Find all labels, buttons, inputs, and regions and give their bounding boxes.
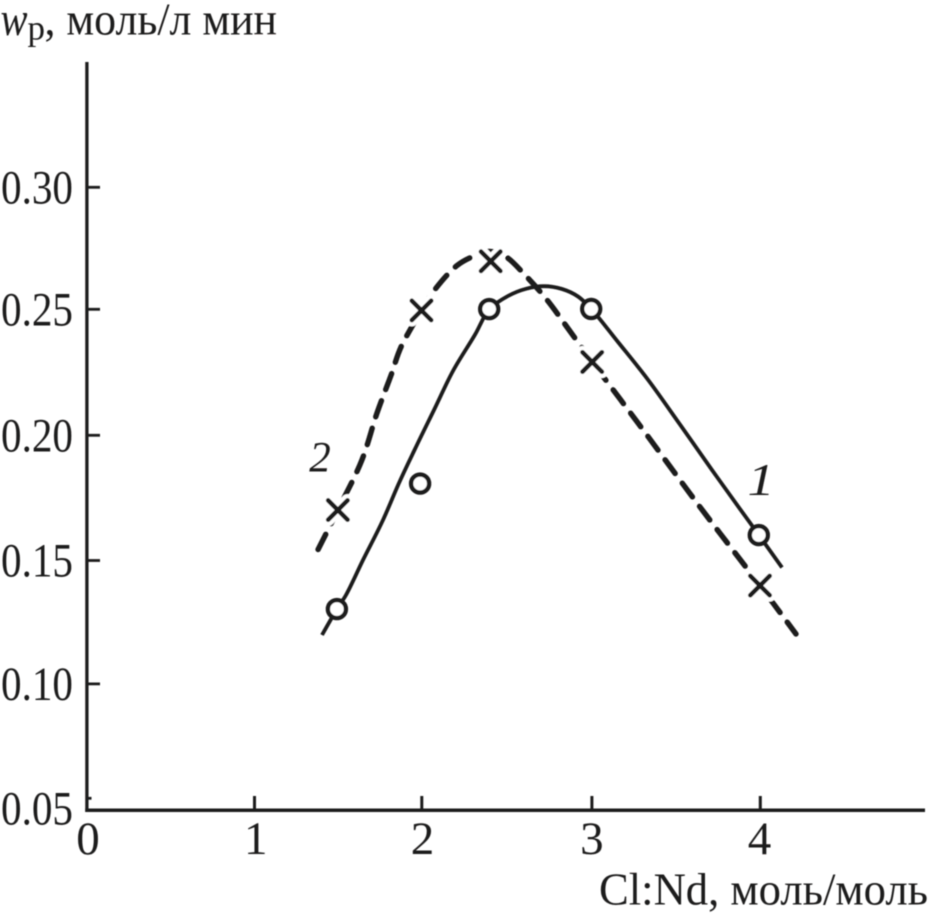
svg-text:3: 3 [580, 813, 604, 865]
svg-text:1: 1 [748, 455, 775, 505]
svg-text:w: w [1, 0, 28, 46]
svg-text:, моль/л мин: , моль/л мин [45, 0, 278, 45]
svg-text:4: 4 [748, 813, 772, 865]
svg-text:2: 2 [411, 813, 435, 865]
svg-text:0: 0 [76, 813, 100, 865]
svg-text:0.15: 0.15 [1, 535, 73, 588]
svg-text:1: 1 [244, 813, 268, 865]
svg-text:0.25: 0.25 [1, 283, 73, 336]
svg-text:Cl:Nd, моль/моль: Cl:Nd, моль/моль [599, 864, 928, 915]
svg-text:p: p [28, 9, 46, 48]
svg-text:0.20: 0.20 [1, 409, 73, 462]
svg-text:0.05: 0.05 [1, 782, 73, 835]
svg-text:2: 2 [309, 435, 331, 482]
svg-text:0.10: 0.10 [1, 658, 73, 711]
svg-text:0.30: 0.30 [1, 161, 73, 214]
